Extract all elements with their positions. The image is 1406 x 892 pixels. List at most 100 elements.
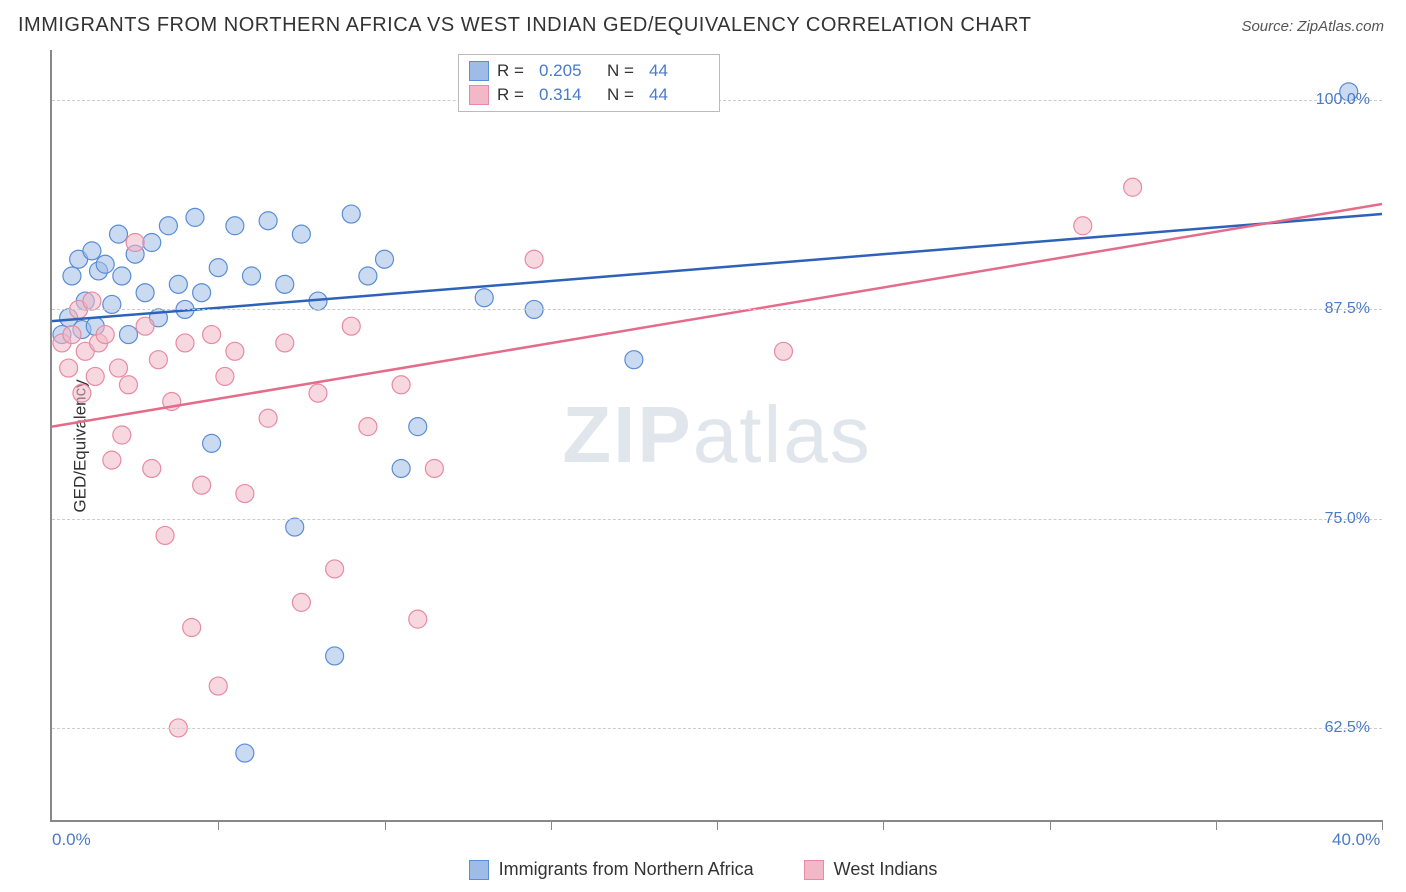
- legend-swatch-1: [469, 85, 489, 105]
- scatter-point: [169, 275, 187, 293]
- scatter-point: [226, 342, 244, 360]
- scatter-point: [259, 409, 277, 427]
- scatter-point: [193, 284, 211, 302]
- source-label: Source: ZipAtlas.com: [1241, 18, 1384, 35]
- scatter-point: [203, 326, 221, 344]
- legend-series-item-1: West Indians: [804, 859, 938, 880]
- scatter-point: [292, 593, 310, 611]
- y-tick-label: 100.0%: [1316, 91, 1370, 109]
- x-tick: [717, 820, 718, 830]
- scatter-point: [425, 459, 443, 477]
- scatter-point: [186, 208, 204, 226]
- scatter-point: [183, 619, 201, 637]
- gridline: [52, 519, 1382, 520]
- scatter-point: [342, 317, 360, 335]
- scatter-point: [60, 359, 78, 377]
- scatter-point: [209, 677, 227, 695]
- scatter-point: [103, 295, 121, 313]
- legend-n-label-1: N =: [607, 85, 641, 105]
- x-tick: [551, 820, 552, 830]
- scatter-point: [342, 205, 360, 223]
- legend-n-value-0: 44: [649, 61, 709, 81]
- legend-series-swatch-1: [804, 860, 824, 880]
- legend-swatch-0: [469, 61, 489, 81]
- y-tick-label: 75.0%: [1325, 510, 1370, 528]
- scatter-point: [83, 242, 101, 260]
- scatter-point: [359, 267, 377, 285]
- scatter-point: [392, 459, 410, 477]
- chart-title: IMMIGRANTS FROM NORTHERN AFRICA VS WEST …: [18, 14, 1031, 37]
- scatter-point: [625, 351, 643, 369]
- gridline: [52, 728, 1382, 729]
- scatter-point: [156, 526, 174, 544]
- legend-series-swatch-0: [469, 860, 489, 880]
- y-tick-label: 62.5%: [1325, 719, 1370, 737]
- scatter-point: [113, 267, 131, 285]
- scatter-point: [126, 234, 144, 252]
- scatter-point: [286, 518, 304, 536]
- scatter-point: [96, 255, 114, 273]
- scatter-point: [259, 212, 277, 230]
- scatter-point: [409, 610, 427, 628]
- scatter-point: [136, 317, 154, 335]
- legend-r-value-1: 0.314: [539, 85, 599, 105]
- scatter-point: [359, 418, 377, 436]
- scatter-point: [236, 744, 254, 762]
- scatter-point: [326, 560, 344, 578]
- scatter-point: [143, 234, 161, 252]
- scatter-point: [143, 459, 161, 477]
- scatter-point: [83, 292, 101, 310]
- regression-line: [52, 204, 1382, 427]
- x-tick: [218, 820, 219, 830]
- plot-svg: [52, 50, 1382, 820]
- scatter-point: [1124, 178, 1142, 196]
- legend-series-item-0: Immigrants from Northern Africa: [469, 859, 754, 880]
- scatter-point: [276, 275, 294, 293]
- scatter-point: [86, 367, 104, 385]
- legend-r-label-1: R =: [497, 85, 531, 105]
- scatter-point: [176, 334, 194, 352]
- scatter-point: [775, 342, 793, 360]
- legend-n-value-1: 44: [649, 85, 709, 105]
- scatter-point: [113, 426, 131, 444]
- scatter-point: [136, 284, 154, 302]
- plot-area: ZIPatlas 62.5%75.0%87.5%100.0%0.0%40.0%: [50, 50, 1382, 822]
- scatter-point: [392, 376, 410, 394]
- x-tick: [385, 820, 386, 830]
- scatter-point: [193, 476, 211, 494]
- legend-n-label-0: N =: [607, 61, 641, 81]
- scatter-point: [376, 250, 394, 268]
- scatter-point: [409, 418, 427, 436]
- scatter-point: [119, 376, 137, 394]
- x-tick: [1216, 820, 1217, 830]
- legend-series-label-1: West Indians: [834, 859, 938, 880]
- x-tick-label: 0.0%: [52, 830, 91, 850]
- scatter-point: [243, 267, 261, 285]
- scatter-point: [103, 451, 121, 469]
- scatter-point: [159, 217, 177, 235]
- scatter-point: [149, 351, 167, 369]
- scatter-point: [226, 217, 244, 235]
- scatter-point: [309, 384, 327, 402]
- x-tick-label: 40.0%: [1332, 830, 1380, 850]
- scatter-point: [96, 326, 114, 344]
- legend-row-1: R = 0.314 N = 44: [469, 83, 709, 107]
- x-tick: [1050, 820, 1051, 830]
- scatter-point: [326, 647, 344, 665]
- y-tick-label: 87.5%: [1325, 300, 1370, 318]
- legend-series: Immigrants from Northern Africa West Ind…: [0, 859, 1406, 880]
- scatter-point: [110, 359, 128, 377]
- scatter-point: [475, 289, 493, 307]
- legend-row-0: R = 0.205 N = 44: [469, 59, 709, 83]
- scatter-point: [1074, 217, 1092, 235]
- scatter-point: [203, 434, 221, 452]
- scatter-point: [216, 367, 234, 385]
- x-tick: [883, 820, 884, 830]
- scatter-point: [292, 225, 310, 243]
- legend-r-label-0: R =: [497, 61, 531, 81]
- legend-r-value-0: 0.205: [539, 61, 599, 81]
- scatter-point: [209, 259, 227, 277]
- scatter-point: [525, 250, 543, 268]
- x-tick: [1382, 820, 1383, 830]
- scatter-point: [119, 326, 137, 344]
